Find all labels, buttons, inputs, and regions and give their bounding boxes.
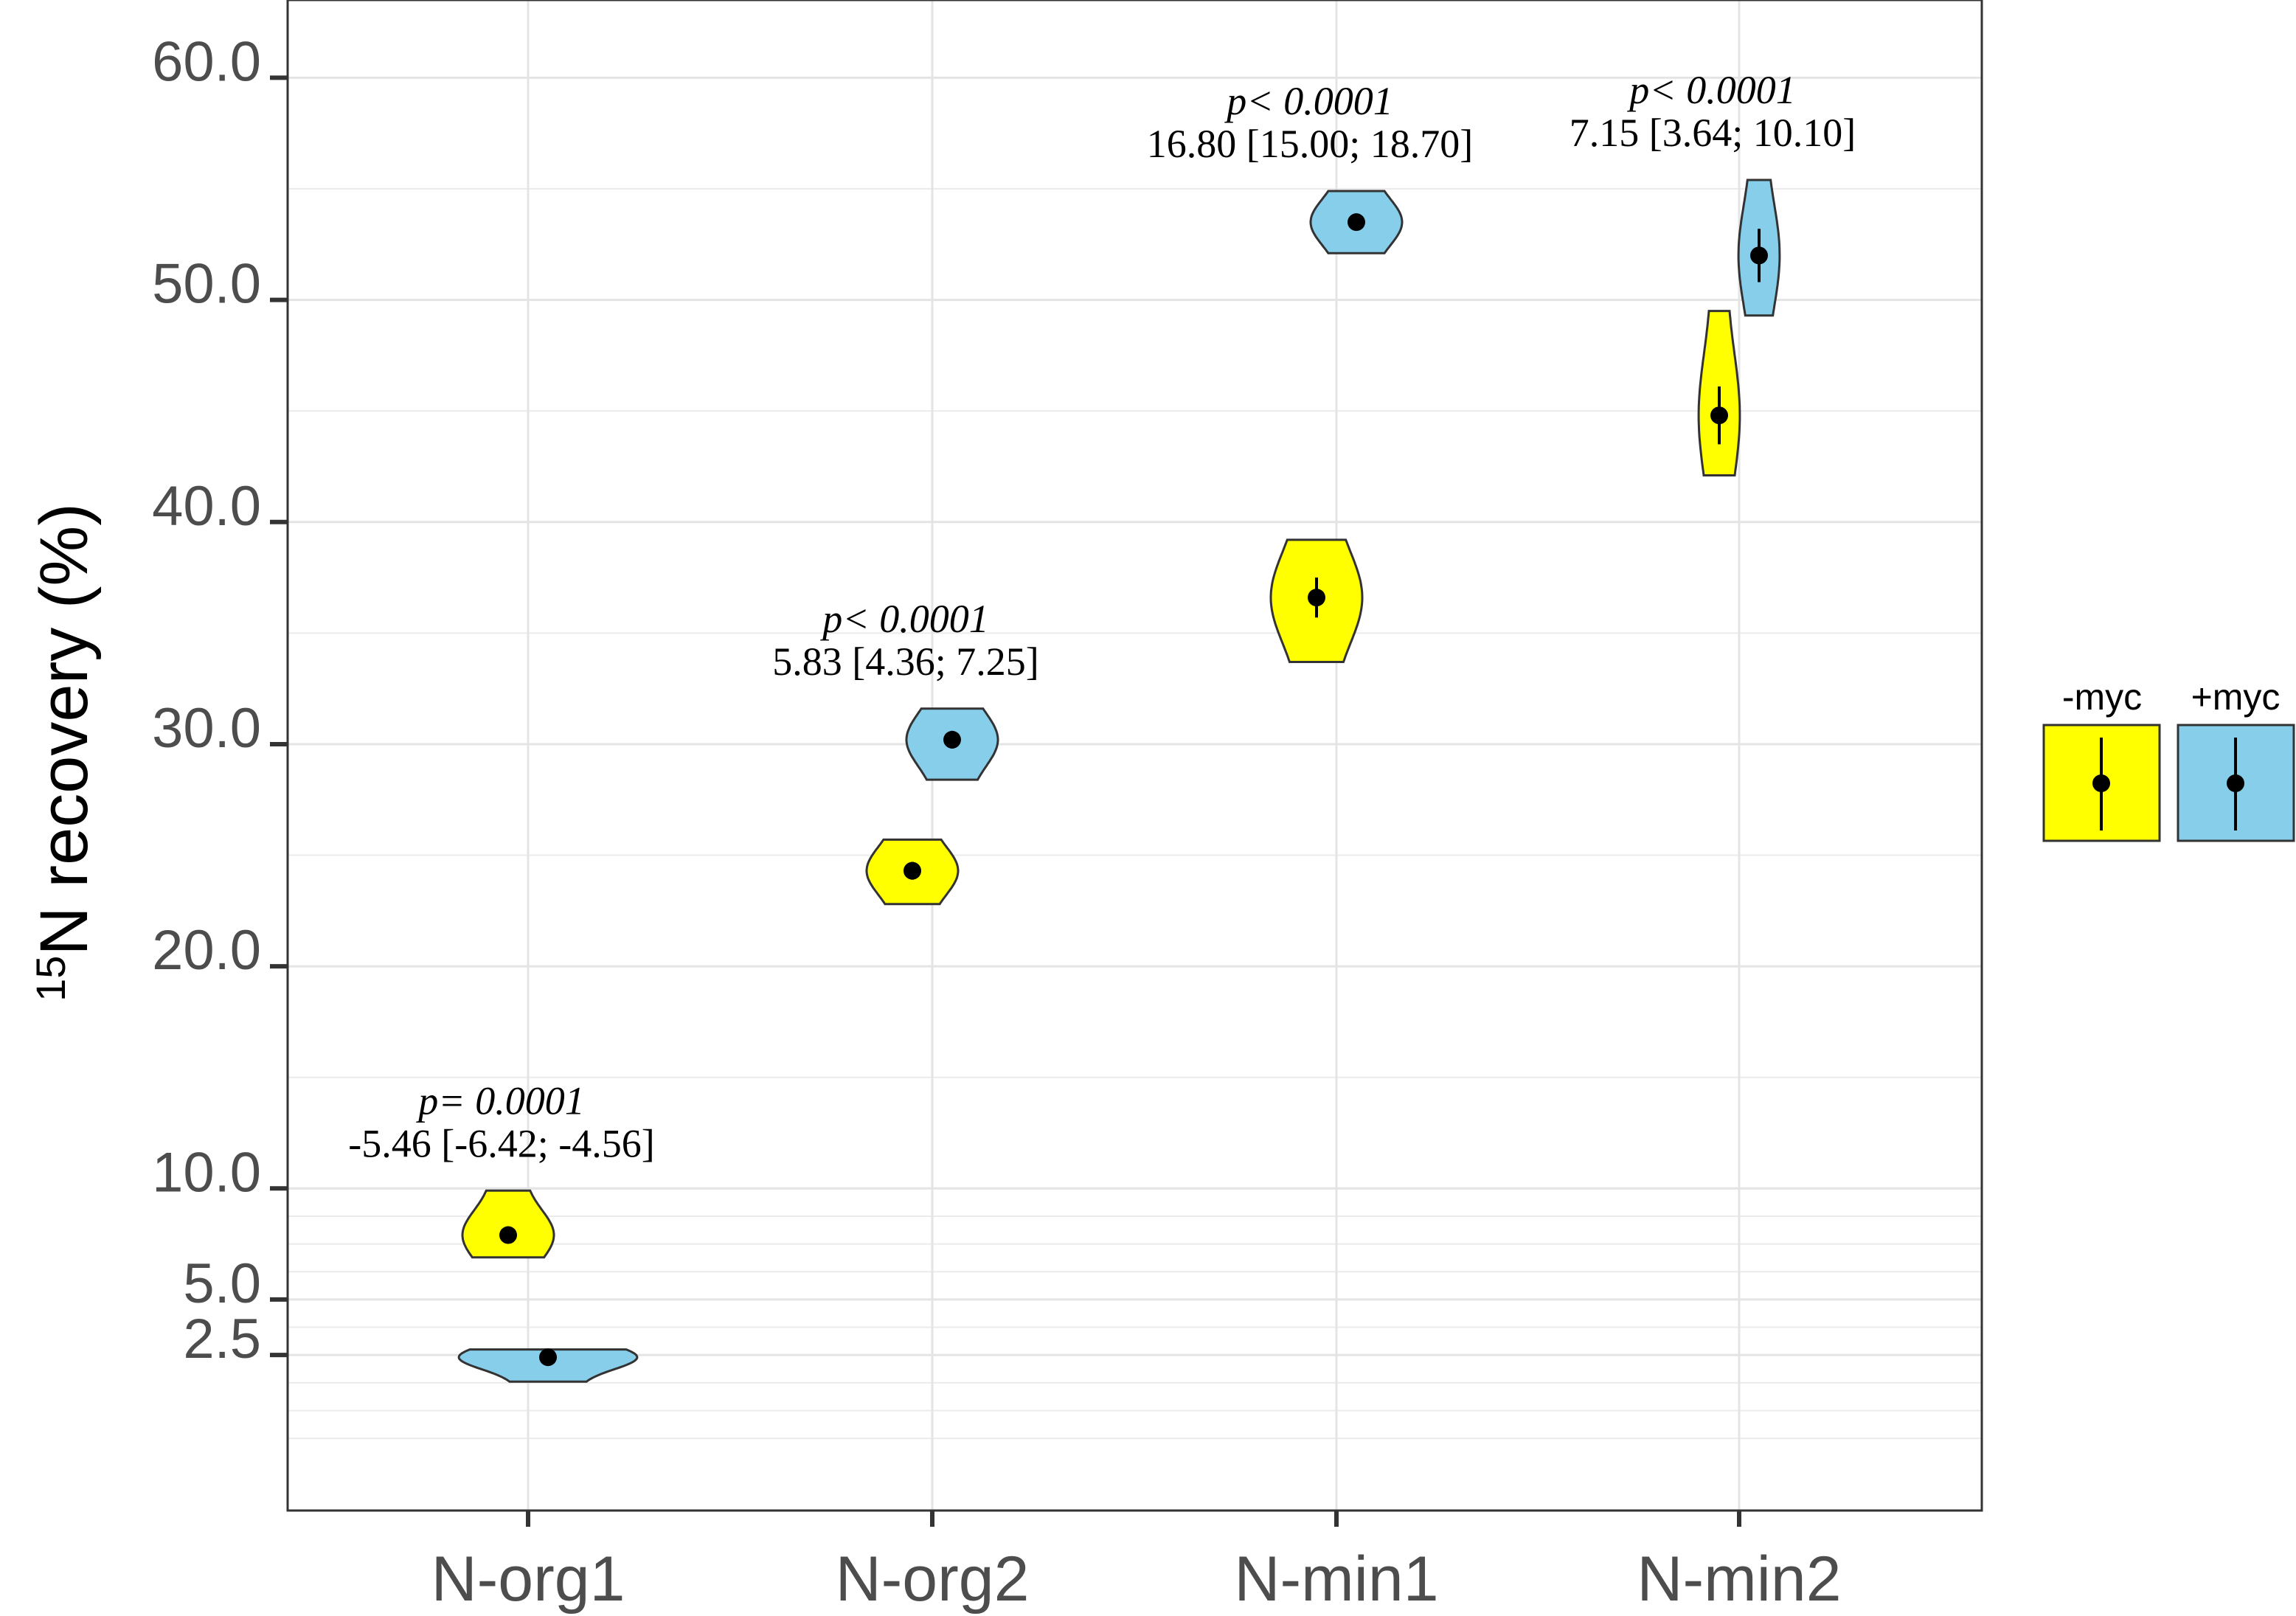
annotation-ci-n-min1: 16.80 [15.00; 18.70] bbox=[1147, 122, 1473, 166]
mean-point-n-min2-plus-myc bbox=[1750, 246, 1768, 265]
y-tick-label-40-0: 40.0 bbox=[152, 475, 261, 538]
annotation-ci-n-min2: 7.15 [3.64; 10.10] bbox=[1570, 111, 1856, 155]
y-tick-label-2-5: 2.5 bbox=[183, 1308, 261, 1370]
legend-key-minus-myc-point bbox=[2092, 774, 2110, 792]
panel-border bbox=[286, 0, 1983, 1512]
y-tick-label-10-0: 10.0 bbox=[152, 1141, 261, 1204]
minor-grid bbox=[288, 188, 1982, 1440]
y-axis: 2.55.0 10.0 20.0 30.0 40.0 50.0 60.0 bbox=[152, 30, 288, 1370]
legend-key-plus-myc-point bbox=[2227, 774, 2244, 792]
mean-points bbox=[499, 213, 1768, 1367]
y-axis-title-superscript: 15 bbox=[27, 956, 74, 1002]
y-tick-label-60-0: 60.0 bbox=[152, 30, 261, 93]
x-tick-label-n-org1: N-org1 bbox=[431, 1544, 625, 1615]
violin-n-org1-minus-myc bbox=[461, 1189, 555, 1259]
annotation-ci-n-org1: -5.46 [-6.42; -4.56] bbox=[348, 1121, 654, 1165]
panel-background bbox=[288, 0, 1982, 1511]
annotation-ci-n-org2: 5.83 [4.36; 7.25] bbox=[772, 639, 1038, 684]
legend-label-plus-myc: +myc bbox=[2191, 676, 2281, 718]
mean-point-n-org2-minus-myc bbox=[904, 861, 921, 880]
annotations: p= 0.0001-5.46 [-6.42; -4.56]p< 0.00015.… bbox=[348, 68, 1856, 1165]
y-axis-title: 15N recovery (%) bbox=[27, 503, 102, 1002]
mean-point-n-org1-plus-myc bbox=[539, 1348, 557, 1367]
annotation-p-n-min2: p< 0.0001 bbox=[1626, 68, 1795, 112]
mean-point-n-min2-minus-myc bbox=[1710, 406, 1728, 425]
x-axis: N-org1 N-org2 N-min1 N-min2 bbox=[431, 1511, 1842, 1615]
major-grid bbox=[288, 0, 1982, 1511]
y-tick-label-50-0: 50.0 bbox=[152, 253, 261, 316]
y-axis-title-main: N recovery (%) bbox=[27, 503, 102, 955]
mean-point-n-min1-plus-myc bbox=[1348, 213, 1365, 232]
mean-point-n-org2-plus-myc bbox=[943, 730, 961, 749]
x-tick-label-n-min1: N-min1 bbox=[1234, 1544, 1438, 1615]
y-tick-label-20-0: 20.0 bbox=[152, 919, 261, 982]
mean-point-n-min1-minus-myc bbox=[1308, 589, 1325, 607]
legend: -myc +myc bbox=[2042, 676, 2295, 842]
annotation-p-n-org2: p< 0.0001 bbox=[819, 597, 988, 641]
x-tick-label-n-min2: N-min2 bbox=[1637, 1544, 1841, 1615]
y-tick-label-30-0: 30.0 bbox=[152, 697, 261, 760]
mean-point-n-org1-minus-myc bbox=[499, 1226, 517, 1244]
legend-label-minus-myc: -myc bbox=[2062, 676, 2142, 718]
y-tick-label-5-0: 5.0 bbox=[183, 1252, 261, 1315]
annotation-p-n-org1: p= 0.0001 bbox=[415, 1078, 584, 1123]
x-tick-label-n-org2: N-org2 bbox=[836, 1544, 1030, 1615]
annotation-p-n-min1: p< 0.0001 bbox=[1224, 79, 1392, 123]
